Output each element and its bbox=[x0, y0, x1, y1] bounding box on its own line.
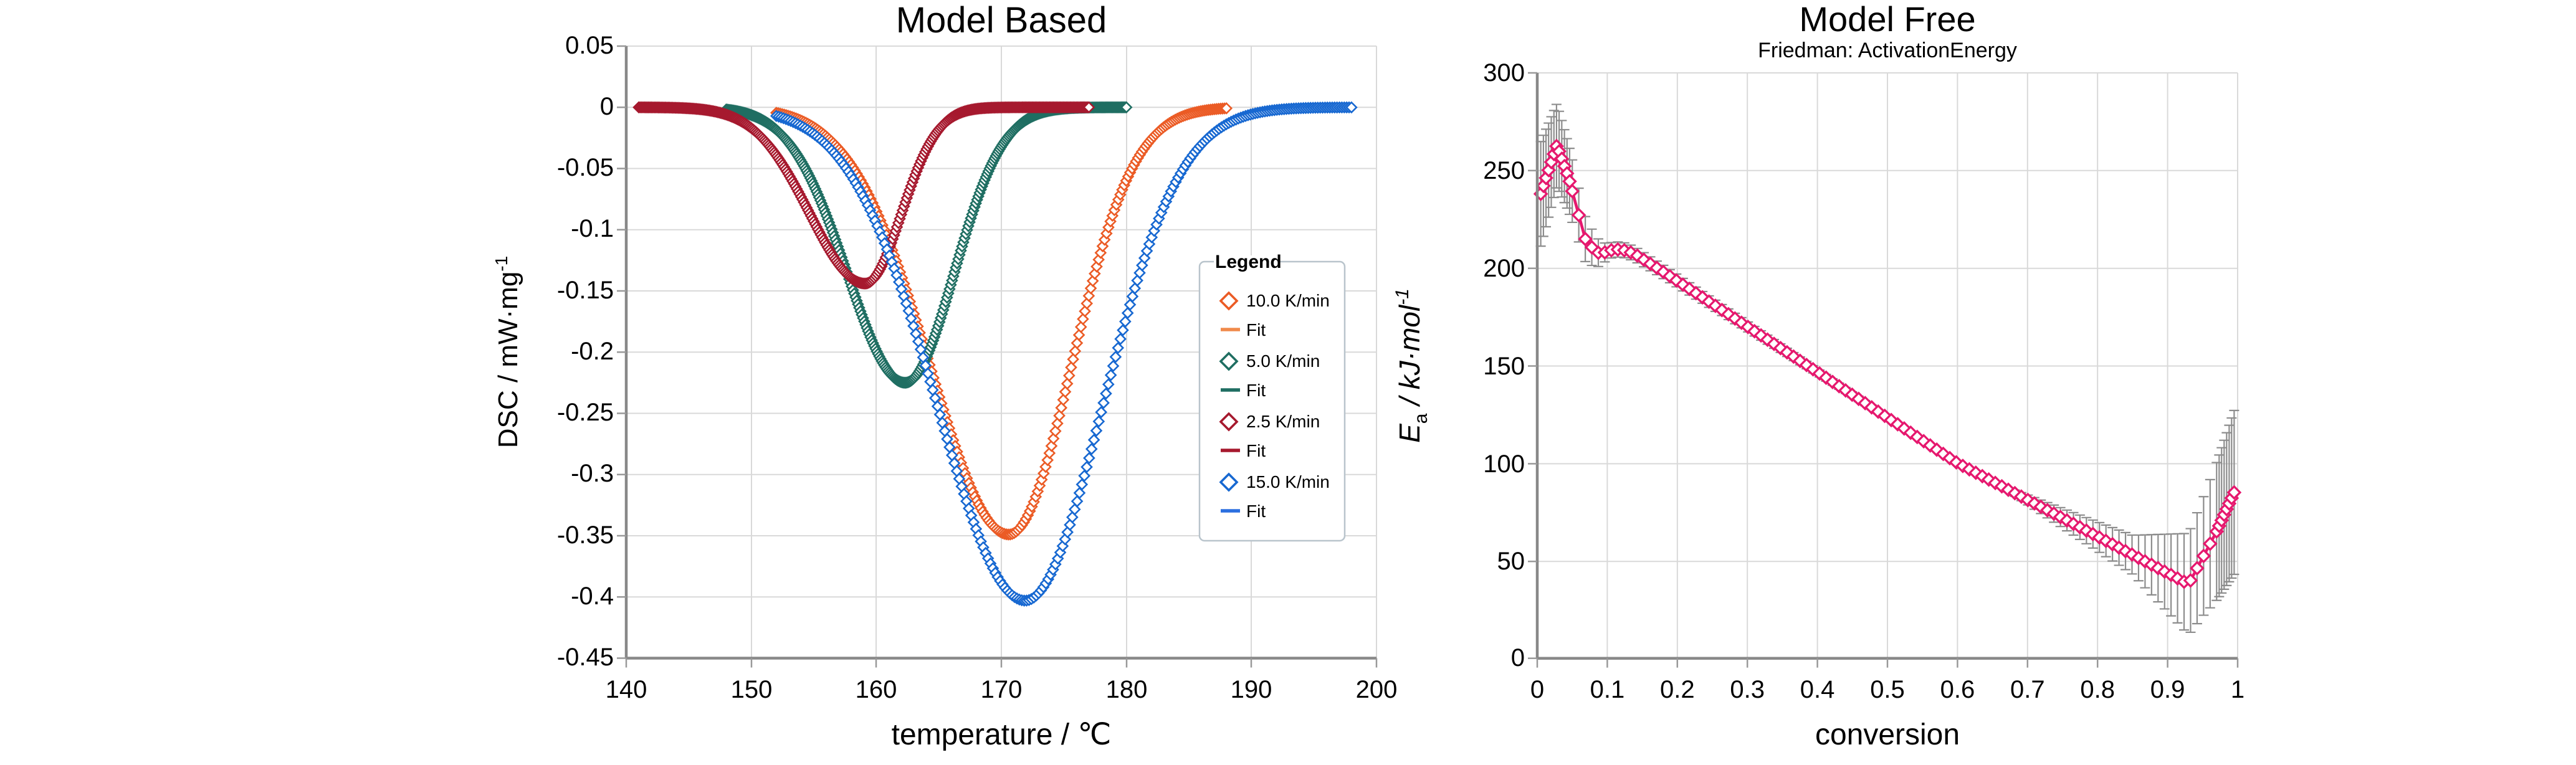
svg-text:Legend: Legend bbox=[1215, 252, 1282, 272]
svg-text:Model Based: Model Based bbox=[896, 0, 1107, 40]
svg-text:Fit: Fit bbox=[1246, 501, 1266, 521]
svg-text:1: 1 bbox=[2231, 676, 2244, 703]
svg-text:5.0 K/min: 5.0 K/min bbox=[1246, 351, 1320, 371]
svg-text:2.5 K/min: 2.5 K/min bbox=[1246, 412, 1320, 431]
svg-text:150: 150 bbox=[731, 676, 773, 703]
svg-text:conversion: conversion bbox=[1815, 718, 1960, 751]
svg-text:temperature / ℃: temperature / ℃ bbox=[892, 718, 1112, 751]
svg-text:0: 0 bbox=[1511, 644, 1525, 672]
svg-text:-0.15: -0.15 bbox=[557, 277, 614, 304]
svg-text:250: 250 bbox=[1483, 157, 1525, 184]
svg-text:-0.4: -0.4 bbox=[571, 582, 614, 610]
svg-text:-0.25: -0.25 bbox=[557, 399, 614, 426]
svg-text:0.7: 0.7 bbox=[2010, 676, 2045, 703]
svg-text:Model Free: Model Free bbox=[1799, 0, 1975, 39]
svg-text:300: 300 bbox=[1483, 59, 1525, 87]
svg-text:DSC / mW·mg-1: DSC / mW·mg-1 bbox=[492, 256, 523, 448]
svg-text:0.8: 0.8 bbox=[2080, 676, 2115, 703]
svg-text:-0.3: -0.3 bbox=[571, 460, 614, 487]
svg-text:0.3: 0.3 bbox=[1730, 676, 1765, 703]
svg-text:150: 150 bbox=[1483, 353, 1525, 380]
svg-text:10.0 K/min: 10.0 K/min bbox=[1246, 291, 1330, 310]
svg-text:-0.05: -0.05 bbox=[557, 154, 614, 181]
svg-text:140: 140 bbox=[606, 676, 647, 703]
svg-text:0.1: 0.1 bbox=[1590, 676, 1625, 703]
svg-text:0.05: 0.05 bbox=[565, 32, 614, 59]
svg-text:100: 100 bbox=[1483, 450, 1525, 478]
svg-text:190: 190 bbox=[1231, 676, 1272, 703]
svg-text:160: 160 bbox=[856, 676, 897, 703]
svg-text:Fit: Fit bbox=[1246, 441, 1266, 460]
svg-text:0: 0 bbox=[1530, 676, 1544, 703]
svg-text:200: 200 bbox=[1483, 255, 1525, 282]
svg-text:0.5: 0.5 bbox=[1870, 676, 1905, 703]
svg-text:0.9: 0.9 bbox=[2150, 676, 2185, 703]
svg-text:0: 0 bbox=[600, 93, 614, 120]
svg-text:-0.45: -0.45 bbox=[557, 644, 614, 671]
svg-text:-0.2: -0.2 bbox=[571, 338, 614, 365]
svg-text:Friedman: ActivationEnergy: Friedman: ActivationEnergy bbox=[1758, 39, 2017, 62]
svg-text:200: 200 bbox=[1356, 676, 1398, 703]
svg-text:0.6: 0.6 bbox=[1940, 676, 1975, 703]
svg-text:15.0 K/min: 15.0 K/min bbox=[1246, 472, 1330, 492]
svg-text:-0.35: -0.35 bbox=[557, 521, 614, 549]
svg-text:170: 170 bbox=[981, 676, 1023, 703]
svg-text:-0.1: -0.1 bbox=[571, 215, 614, 242]
svg-text:0.2: 0.2 bbox=[1660, 676, 1695, 703]
svg-text:0.4: 0.4 bbox=[1800, 676, 1835, 703]
svg-text:Fit: Fit bbox=[1246, 381, 1266, 400]
svg-text:180: 180 bbox=[1106, 676, 1148, 703]
svg-text:Fit: Fit bbox=[1246, 320, 1266, 340]
svg-text:50: 50 bbox=[1497, 548, 1525, 575]
